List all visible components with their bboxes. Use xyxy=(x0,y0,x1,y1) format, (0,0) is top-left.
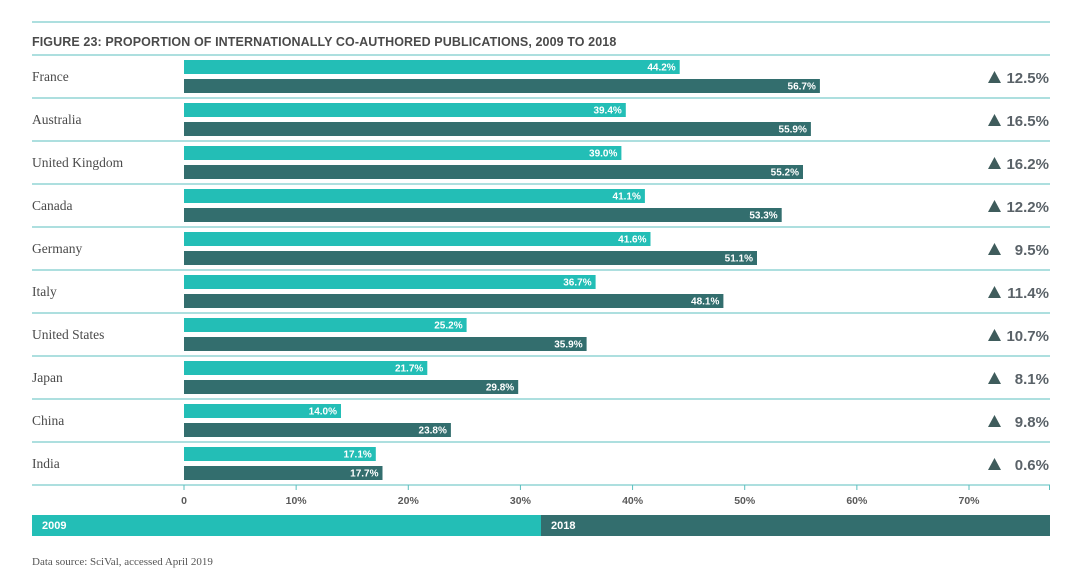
row-united-kingdom: United Kingdom 39.0% 55.2% 16.2% xyxy=(32,146,1049,179)
data-label-2009-italy: 36.7% xyxy=(563,278,591,289)
row-canada: Canada 41.1% 53.3% 12.2% xyxy=(32,189,1049,222)
bar-2018-united-kingdom xyxy=(184,165,803,179)
category-label-china: China xyxy=(32,413,64,428)
row-united-states: United States 25.2% 35.9% 10.7% xyxy=(32,318,1049,351)
data-label-2009-india: 17.1% xyxy=(343,450,371,461)
category-label-india: India xyxy=(32,456,60,471)
bar-2018-japan xyxy=(184,380,519,394)
data-label-2009-united-states: 25.2% xyxy=(434,321,462,332)
bar-2009-italy xyxy=(184,275,596,289)
change-value-germany: 9.5% xyxy=(1015,242,1049,259)
x-tick-label: 10% xyxy=(286,495,308,507)
category-label-canada: Canada xyxy=(32,198,72,213)
legend: 2009 2018 xyxy=(32,515,1050,536)
triangle-up-icon xyxy=(988,114,1001,126)
x-tick-label: 0 xyxy=(181,495,187,507)
x-tick-label: 30% xyxy=(510,495,532,507)
row-japan: Japan 21.7% 29.8% 8.1% xyxy=(32,361,1049,394)
data-label-2009-australia: 39.4% xyxy=(593,106,621,117)
x-tick-label: 20% xyxy=(398,495,420,507)
data-label-2009-united-kingdom: 39.0% xyxy=(589,149,617,160)
legend-label-2009: 2009 xyxy=(42,520,66,532)
triangle-up-icon xyxy=(988,329,1001,341)
triangle-up-icon xyxy=(988,157,1001,169)
change-value-india: 0.6% xyxy=(1015,457,1049,474)
bar-2018-italy xyxy=(184,294,724,308)
data-label-2009-canada: 41.1% xyxy=(613,192,641,203)
data-label-2018-canada: 53.3% xyxy=(749,211,777,222)
legend-label-2018: 2018 xyxy=(551,520,575,532)
row-india: India 17.1% 17.7% 0.6% xyxy=(32,447,1049,480)
change-value-united-kingdom: 16.2% xyxy=(1006,156,1049,173)
change-value-australia: 16.5% xyxy=(1006,113,1049,130)
bar-2009-united-kingdom xyxy=(184,146,622,160)
change-value-united-states: 10.7% xyxy=(1006,328,1049,345)
legend-swatch-2009 xyxy=(32,515,541,536)
row-france: France 44.2% 56.7% 12.5% xyxy=(32,60,1049,93)
x-tick-label: 70% xyxy=(958,495,980,507)
bar-2018-france xyxy=(184,79,820,93)
row-australia: Australia 39.4% 55.9% 16.5% xyxy=(32,103,1049,136)
triangle-up-icon xyxy=(988,415,1001,427)
data-label-2009-japan: 21.7% xyxy=(395,364,423,375)
triangle-up-icon xyxy=(988,458,1001,470)
data-label-2009-france: 44.2% xyxy=(647,63,675,74)
data-label-2018-japan: 29.8% xyxy=(486,383,514,394)
data-label-2009-germany: 41.6% xyxy=(618,235,646,246)
change-value-france: 12.5% xyxy=(1006,70,1049,87)
category-label-japan: Japan xyxy=(32,370,63,385)
bar-2009-india xyxy=(184,447,376,461)
x-tick-label: 50% xyxy=(734,495,756,507)
x-tick-label: 60% xyxy=(846,495,868,507)
bar-2018-australia xyxy=(184,122,811,136)
category-label-germany: Germany xyxy=(32,241,82,256)
bar-2009-france xyxy=(184,60,680,74)
bar-2018-china xyxy=(184,423,451,437)
data-label-2018-france: 56.7% xyxy=(788,82,816,93)
triangle-up-icon xyxy=(988,286,1001,298)
data-label-2018-germany: 51.1% xyxy=(725,254,753,265)
category-label-france: France xyxy=(32,69,69,84)
data-label-2009-china: 14.0% xyxy=(309,407,337,418)
bar-2009-japan xyxy=(184,361,428,375)
legend-swatch-2018 xyxy=(541,515,1050,536)
category-label-united-kingdom: United Kingdom xyxy=(32,155,124,170)
chart-rows: France 44.2% 56.7% 12.5% Australia 39.4% 55.9%… xyxy=(32,54,1050,486)
bar-2009-australia xyxy=(184,103,626,117)
data-label-2018-china: 23.8% xyxy=(419,426,447,437)
change-value-china: 9.8% xyxy=(1015,414,1049,431)
bar-2018-india xyxy=(184,466,383,480)
change-value-italy: 11.4% xyxy=(1007,285,1049,302)
data-label-2018-australia: 55.9% xyxy=(779,125,807,136)
data-label-2018-united-kingdom: 55.2% xyxy=(771,168,799,179)
row-italy: Italy 36.7% 48.1% 11.4% xyxy=(32,275,1049,308)
data-source-note: Data source: SciVal, accessed April 2019 xyxy=(32,556,213,568)
row-germany: Germany 41.6% 51.1% 9.5% xyxy=(32,232,1049,265)
bar-2009-germany xyxy=(184,232,651,246)
x-tick-label: 40% xyxy=(622,495,644,507)
data-label-2018-india: 17.7% xyxy=(350,469,378,480)
bar-2018-united-states xyxy=(184,337,587,351)
bar-2009-united-states xyxy=(184,318,467,332)
chart-title: FIGURE 23: PROPORTION OF INTERNATIONALLY… xyxy=(32,35,616,49)
data-label-2018-italy: 48.1% xyxy=(691,297,719,308)
bar-2009-china xyxy=(184,404,341,418)
bar-2018-germany xyxy=(184,251,757,265)
category-label-italy: Italy xyxy=(32,284,57,299)
triangle-up-icon xyxy=(988,200,1001,212)
row-china: China 14.0% 23.8% 9.8% xyxy=(32,404,1049,437)
change-value-canada: 12.2% xyxy=(1006,199,1049,216)
x-axis: 0 10% 20% 30% 40% 50% 60% 70% xyxy=(32,484,1050,507)
triangle-up-icon xyxy=(988,372,1001,384)
bar-2018-canada xyxy=(184,208,782,222)
category-label-australia: Australia xyxy=(32,112,82,127)
change-value-japan: 8.1% xyxy=(1015,371,1049,388)
bar-2009-canada xyxy=(184,189,645,203)
triangle-up-icon xyxy=(988,71,1001,83)
data-label-2018-united-states: 35.9% xyxy=(554,340,582,351)
category-label-united-states: United States xyxy=(32,327,104,342)
triangle-up-icon xyxy=(988,243,1001,255)
